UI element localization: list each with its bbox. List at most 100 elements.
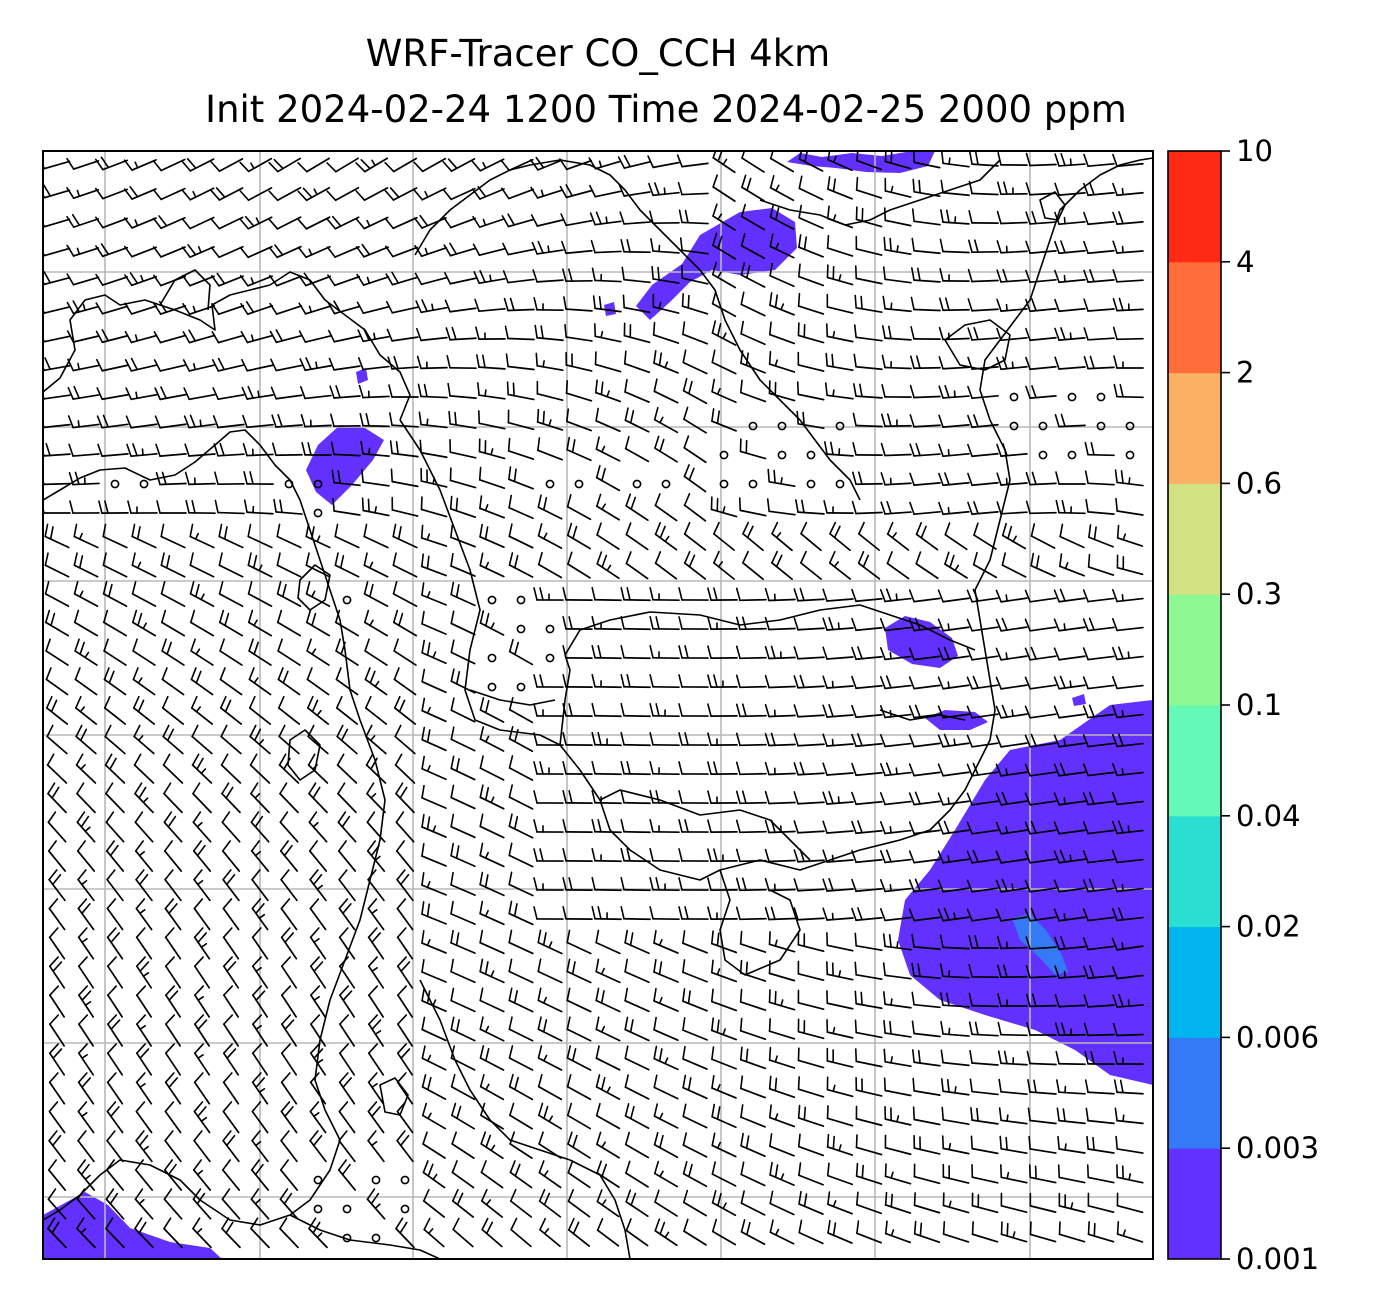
wind-barb [822,762,854,776]
wind-barb [1111,646,1144,661]
wind-barb [1024,907,1057,922]
wind-barb [218,609,244,637]
wind-barb [471,158,505,172]
wind-barb [683,464,707,493]
wind-barb [942,1163,970,1184]
wind-barb [879,821,912,835]
wind-barb [793,646,825,660]
wind-barb [240,330,274,344]
wind-barb [413,157,447,173]
calm-wind-marker [487,682,497,692]
wind-barb [566,436,592,462]
wind-barb [1029,1192,1057,1213]
wind-barb [279,1188,299,1220]
wind-barb [335,667,359,696]
wind-barb [1053,792,1086,806]
wind-barb [221,1188,241,1220]
wind-barb [800,521,822,552]
wind-barb [562,761,593,776]
wind-barb [971,1163,999,1184]
wind-barb [450,900,476,925]
wind-barb [509,1102,533,1130]
calm-wind-marker [777,421,787,431]
calm-wind-marker [719,450,729,460]
wind-barb [1111,820,1144,835]
wind-barb [995,908,1028,922]
wind-barb [653,378,679,404]
wind-barb [422,1188,446,1218]
wind-barb [74,638,98,666]
wind-barb [96,358,129,372]
wind-barb [479,495,505,519]
wind-barb [1028,1164,1057,1184]
wind-barb [882,295,912,313]
wind-barb [135,1101,153,1134]
wind-barb [968,1021,999,1037]
wind-barb [562,906,593,921]
wind-barb [537,1045,563,1071]
wind-barb [307,724,329,755]
wind-barb [153,274,187,287]
wind-barb [764,703,796,718]
wind-barb [391,496,419,517]
wind-barb [268,274,302,287]
wind-barb [735,761,767,776]
wind-barb [939,238,970,254]
wind-barb [678,819,709,833]
wind-barb [298,272,332,287]
wind-barb [247,552,273,578]
wind-barb [915,551,939,580]
wind-barb [735,848,767,863]
wind-barb [532,269,564,283]
wind-barb [1083,994,1115,1008]
calm-wind-marker [806,450,816,460]
wind-barb [193,898,211,931]
wind-barb [1053,588,1086,603]
wind-barb [280,1043,298,1076]
wind-barb [211,303,245,316]
wind-barb [326,186,360,202]
calm-wind-marker [284,479,294,489]
wind-barb [539,1217,561,1248]
wind-barb [446,354,477,370]
wind-barb [879,675,912,690]
wind-barb [210,245,244,259]
wind-barb [769,1133,795,1157]
wind-barb [797,989,825,1011]
wind-barb [768,989,796,1011]
wind-barb [77,898,95,931]
wind-barb [358,384,390,399]
wind-barb [1111,676,1144,690]
wind-barb [909,384,941,399]
wind-barb [567,1189,591,1218]
wind-barb [297,216,331,230]
wind-barb [682,1103,708,1129]
calm-wind-marker [516,682,526,692]
wind-barb [940,1020,970,1037]
wind-barb [421,987,447,1013]
wind-barb [764,848,796,863]
wind-barb [595,1016,621,1042]
wind-barb [1053,647,1086,661]
wind-barb [851,704,883,719]
wind-barb [1114,1107,1144,1125]
wind-barb [471,185,505,200]
wind-barb [995,647,1028,661]
wind-barb [332,497,361,516]
colorbar-tick-label: 0.3 [1236,577,1282,611]
wind-barb [1054,413,1086,428]
calm-wind-marker [1096,392,1106,402]
wind-barb [363,581,389,608]
wind-barb [1025,210,1057,225]
coastline-segment [759,159,1001,226]
wind-barb [240,301,274,316]
coastline-segment [297,564,331,611]
wind-barb [214,471,245,486]
wind-barb [268,216,302,230]
wind-barb [252,985,268,1018]
calm-wind-marker [1009,392,1019,402]
wind-barb [1025,298,1057,313]
wind-barb [193,1130,211,1163]
wind-barb [851,617,883,632]
wind-barb [223,985,239,1018]
